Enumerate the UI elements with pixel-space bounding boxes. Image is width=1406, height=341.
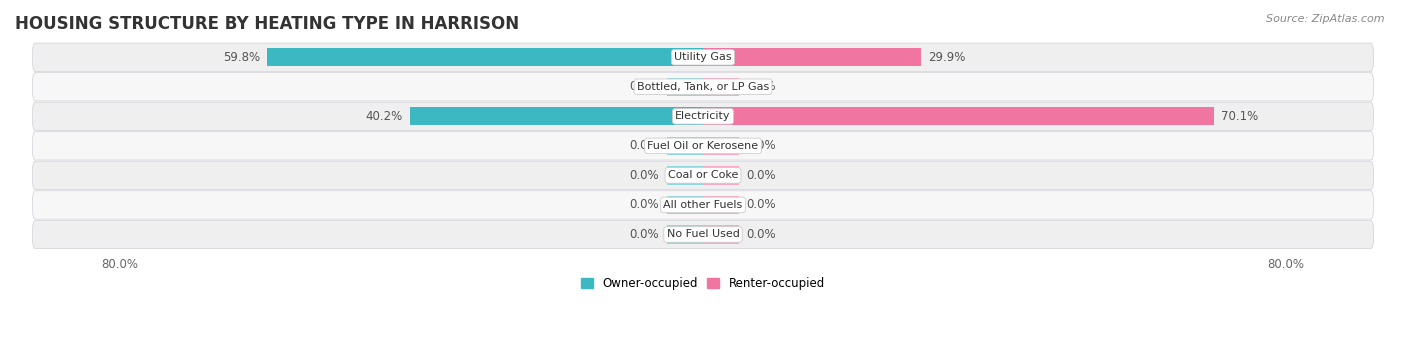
Bar bbox=[666, 166, 703, 184]
Bar bbox=[703, 48, 921, 66]
Text: All other Fuels: All other Fuels bbox=[664, 200, 742, 210]
Text: 0.0%: 0.0% bbox=[630, 80, 659, 93]
Text: 0.0%: 0.0% bbox=[747, 198, 776, 211]
Bar bbox=[703, 107, 1213, 125]
Text: 0.0%: 0.0% bbox=[630, 198, 659, 211]
FancyBboxPatch shape bbox=[32, 73, 1374, 101]
Text: 40.2%: 40.2% bbox=[366, 110, 402, 123]
Bar bbox=[703, 166, 740, 184]
Text: HOUSING STRUCTURE BY HEATING TYPE IN HARRISON: HOUSING STRUCTURE BY HEATING TYPE IN HAR… bbox=[15, 15, 519, 33]
FancyBboxPatch shape bbox=[32, 102, 1374, 131]
Bar bbox=[666, 196, 703, 214]
Text: 0.0%: 0.0% bbox=[630, 139, 659, 152]
Bar bbox=[411, 107, 703, 125]
Text: 70.1%: 70.1% bbox=[1222, 110, 1258, 123]
Legend: Owner-occupied, Renter-occupied: Owner-occupied, Renter-occupied bbox=[576, 272, 830, 295]
FancyBboxPatch shape bbox=[32, 161, 1374, 190]
Bar bbox=[666, 225, 703, 243]
Bar bbox=[666, 137, 703, 155]
Bar bbox=[703, 196, 740, 214]
Bar bbox=[267, 48, 703, 66]
Bar bbox=[666, 78, 703, 96]
Text: 59.8%: 59.8% bbox=[222, 51, 260, 64]
Text: 0.0%: 0.0% bbox=[630, 169, 659, 182]
Bar bbox=[703, 78, 740, 96]
Text: Source: ZipAtlas.com: Source: ZipAtlas.com bbox=[1267, 14, 1385, 24]
FancyBboxPatch shape bbox=[32, 191, 1374, 219]
FancyBboxPatch shape bbox=[32, 43, 1374, 71]
Text: Fuel Oil or Kerosene: Fuel Oil or Kerosene bbox=[647, 141, 759, 151]
Bar bbox=[703, 225, 740, 243]
FancyBboxPatch shape bbox=[32, 132, 1374, 160]
FancyBboxPatch shape bbox=[32, 220, 1374, 249]
Text: Coal or Coke: Coal or Coke bbox=[668, 170, 738, 180]
Text: No Fuel Used: No Fuel Used bbox=[666, 229, 740, 239]
Text: 0.0%: 0.0% bbox=[747, 80, 776, 93]
Text: Bottled, Tank, or LP Gas: Bottled, Tank, or LP Gas bbox=[637, 82, 769, 92]
Text: Electricity: Electricity bbox=[675, 111, 731, 121]
Text: 0.0%: 0.0% bbox=[747, 169, 776, 182]
Text: 29.9%: 29.9% bbox=[928, 51, 966, 64]
Text: 0.0%: 0.0% bbox=[630, 228, 659, 241]
Text: 0.0%: 0.0% bbox=[747, 139, 776, 152]
Text: Utility Gas: Utility Gas bbox=[675, 52, 731, 62]
Text: 0.0%: 0.0% bbox=[747, 228, 776, 241]
Bar bbox=[703, 137, 740, 155]
